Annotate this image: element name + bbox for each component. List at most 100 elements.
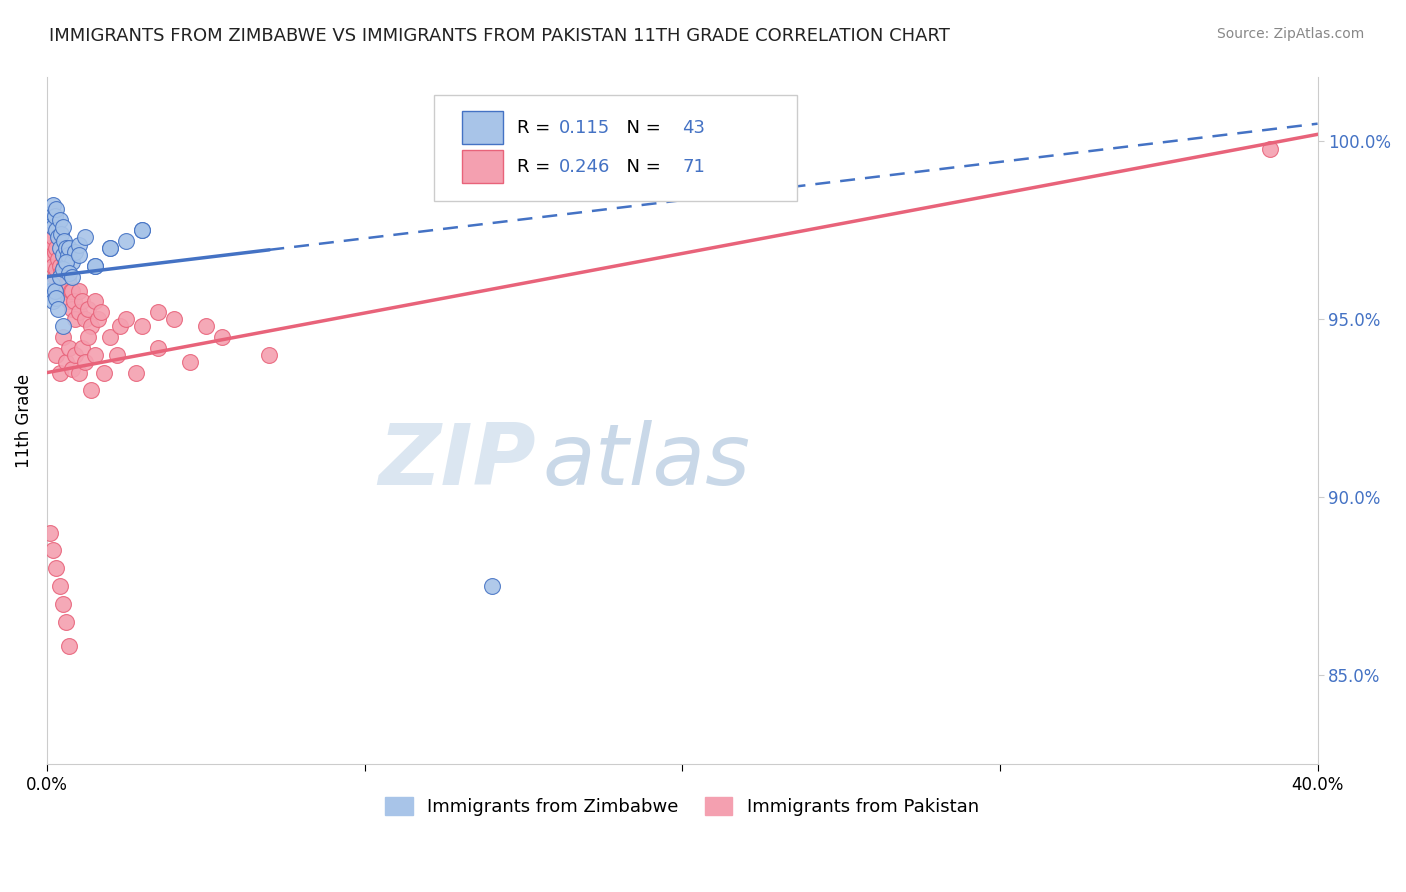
Point [55, 259, 77, 273]
Point [41, 248, 63, 262]
Point [52, 248, 75, 262]
Point [65, 244, 87, 259]
Point [65, 348, 87, 362]
Point [108, 319, 131, 334]
Point [42, 219, 65, 234]
Point [41, 223, 63, 237]
Point [194, 319, 217, 334]
Point [60, 284, 83, 298]
Point [58, 241, 80, 255]
Point [48, 241, 70, 255]
Point [39, 525, 62, 540]
Point [146, 341, 169, 355]
Point [52, 262, 75, 277]
Point [52, 269, 75, 284]
Point [42, 259, 65, 273]
Point [115, 312, 138, 326]
Point [211, 330, 233, 344]
Point [83, 348, 105, 362]
Point [55, 355, 77, 369]
Point [67, 284, 90, 298]
Point [56, 269, 79, 284]
Point [63, 294, 86, 309]
Point [44, 244, 66, 259]
Point [83, 259, 105, 273]
Point [70, 294, 93, 309]
Point [55, 255, 77, 269]
Point [70, 341, 93, 355]
Point [39, 284, 62, 298]
Point [39, 241, 62, 255]
Point [86, 312, 108, 326]
Point [1258, 142, 1281, 156]
Text: R =: R = [517, 158, 555, 176]
Point [100, 330, 122, 344]
Point [77, 330, 100, 344]
Point [48, 579, 70, 593]
Text: 71: 71 [682, 158, 706, 176]
Point [53, 259, 76, 273]
Point [146, 305, 169, 319]
Point [37, 234, 59, 248]
Point [60, 301, 83, 316]
Point [45, 241, 67, 255]
Point [39, 212, 62, 227]
Text: R =: R = [517, 119, 555, 136]
Point [65, 312, 87, 326]
Point [73, 355, 96, 369]
Point [51, 227, 73, 241]
Y-axis label: 11th Grade: 11th Grade [15, 374, 32, 467]
Point [60, 269, 83, 284]
Point [44, 284, 66, 298]
Point [105, 348, 128, 362]
Point [52, 319, 75, 334]
Point [58, 640, 80, 654]
Point [46, 301, 69, 316]
Point [125, 366, 148, 380]
Point [131, 319, 153, 334]
Point [58, 266, 80, 280]
Point [51, 266, 73, 280]
Point [67, 237, 90, 252]
Point [52, 597, 75, 611]
Text: N =: N = [614, 158, 666, 176]
Text: atlas: atlas [543, 420, 751, 503]
Point [45, 291, 67, 305]
Point [83, 294, 105, 309]
Point [100, 241, 122, 255]
Point [179, 355, 201, 369]
Point [42, 230, 65, 244]
Point [100, 241, 122, 255]
Point [67, 248, 90, 262]
Point [58, 341, 80, 355]
Text: 0.246: 0.246 [560, 158, 610, 176]
Text: N =: N = [614, 119, 666, 136]
Point [60, 362, 83, 376]
Point [45, 223, 67, 237]
FancyBboxPatch shape [463, 112, 503, 144]
Point [163, 312, 186, 326]
Point [131, 223, 153, 237]
Point [42, 294, 65, 309]
Point [45, 561, 67, 575]
Point [52, 330, 75, 344]
Point [115, 234, 138, 248]
Point [77, 301, 100, 316]
Point [73, 230, 96, 244]
Point [67, 366, 90, 380]
Point [48, 277, 70, 291]
Point [44, 209, 66, 223]
Point [48, 269, 70, 284]
Point [58, 294, 80, 309]
Point [45, 202, 67, 216]
Point [131, 223, 153, 237]
Point [45, 262, 67, 277]
Point [58, 277, 80, 291]
Legend: Immigrants from Zimbabwe, Immigrants from Pakistan: Immigrants from Zimbabwe, Immigrants fro… [378, 789, 986, 823]
Point [42, 198, 65, 212]
Point [73, 312, 96, 326]
Text: 0.115: 0.115 [560, 119, 610, 136]
Point [53, 234, 76, 248]
Point [83, 259, 105, 273]
Point [55, 241, 77, 255]
